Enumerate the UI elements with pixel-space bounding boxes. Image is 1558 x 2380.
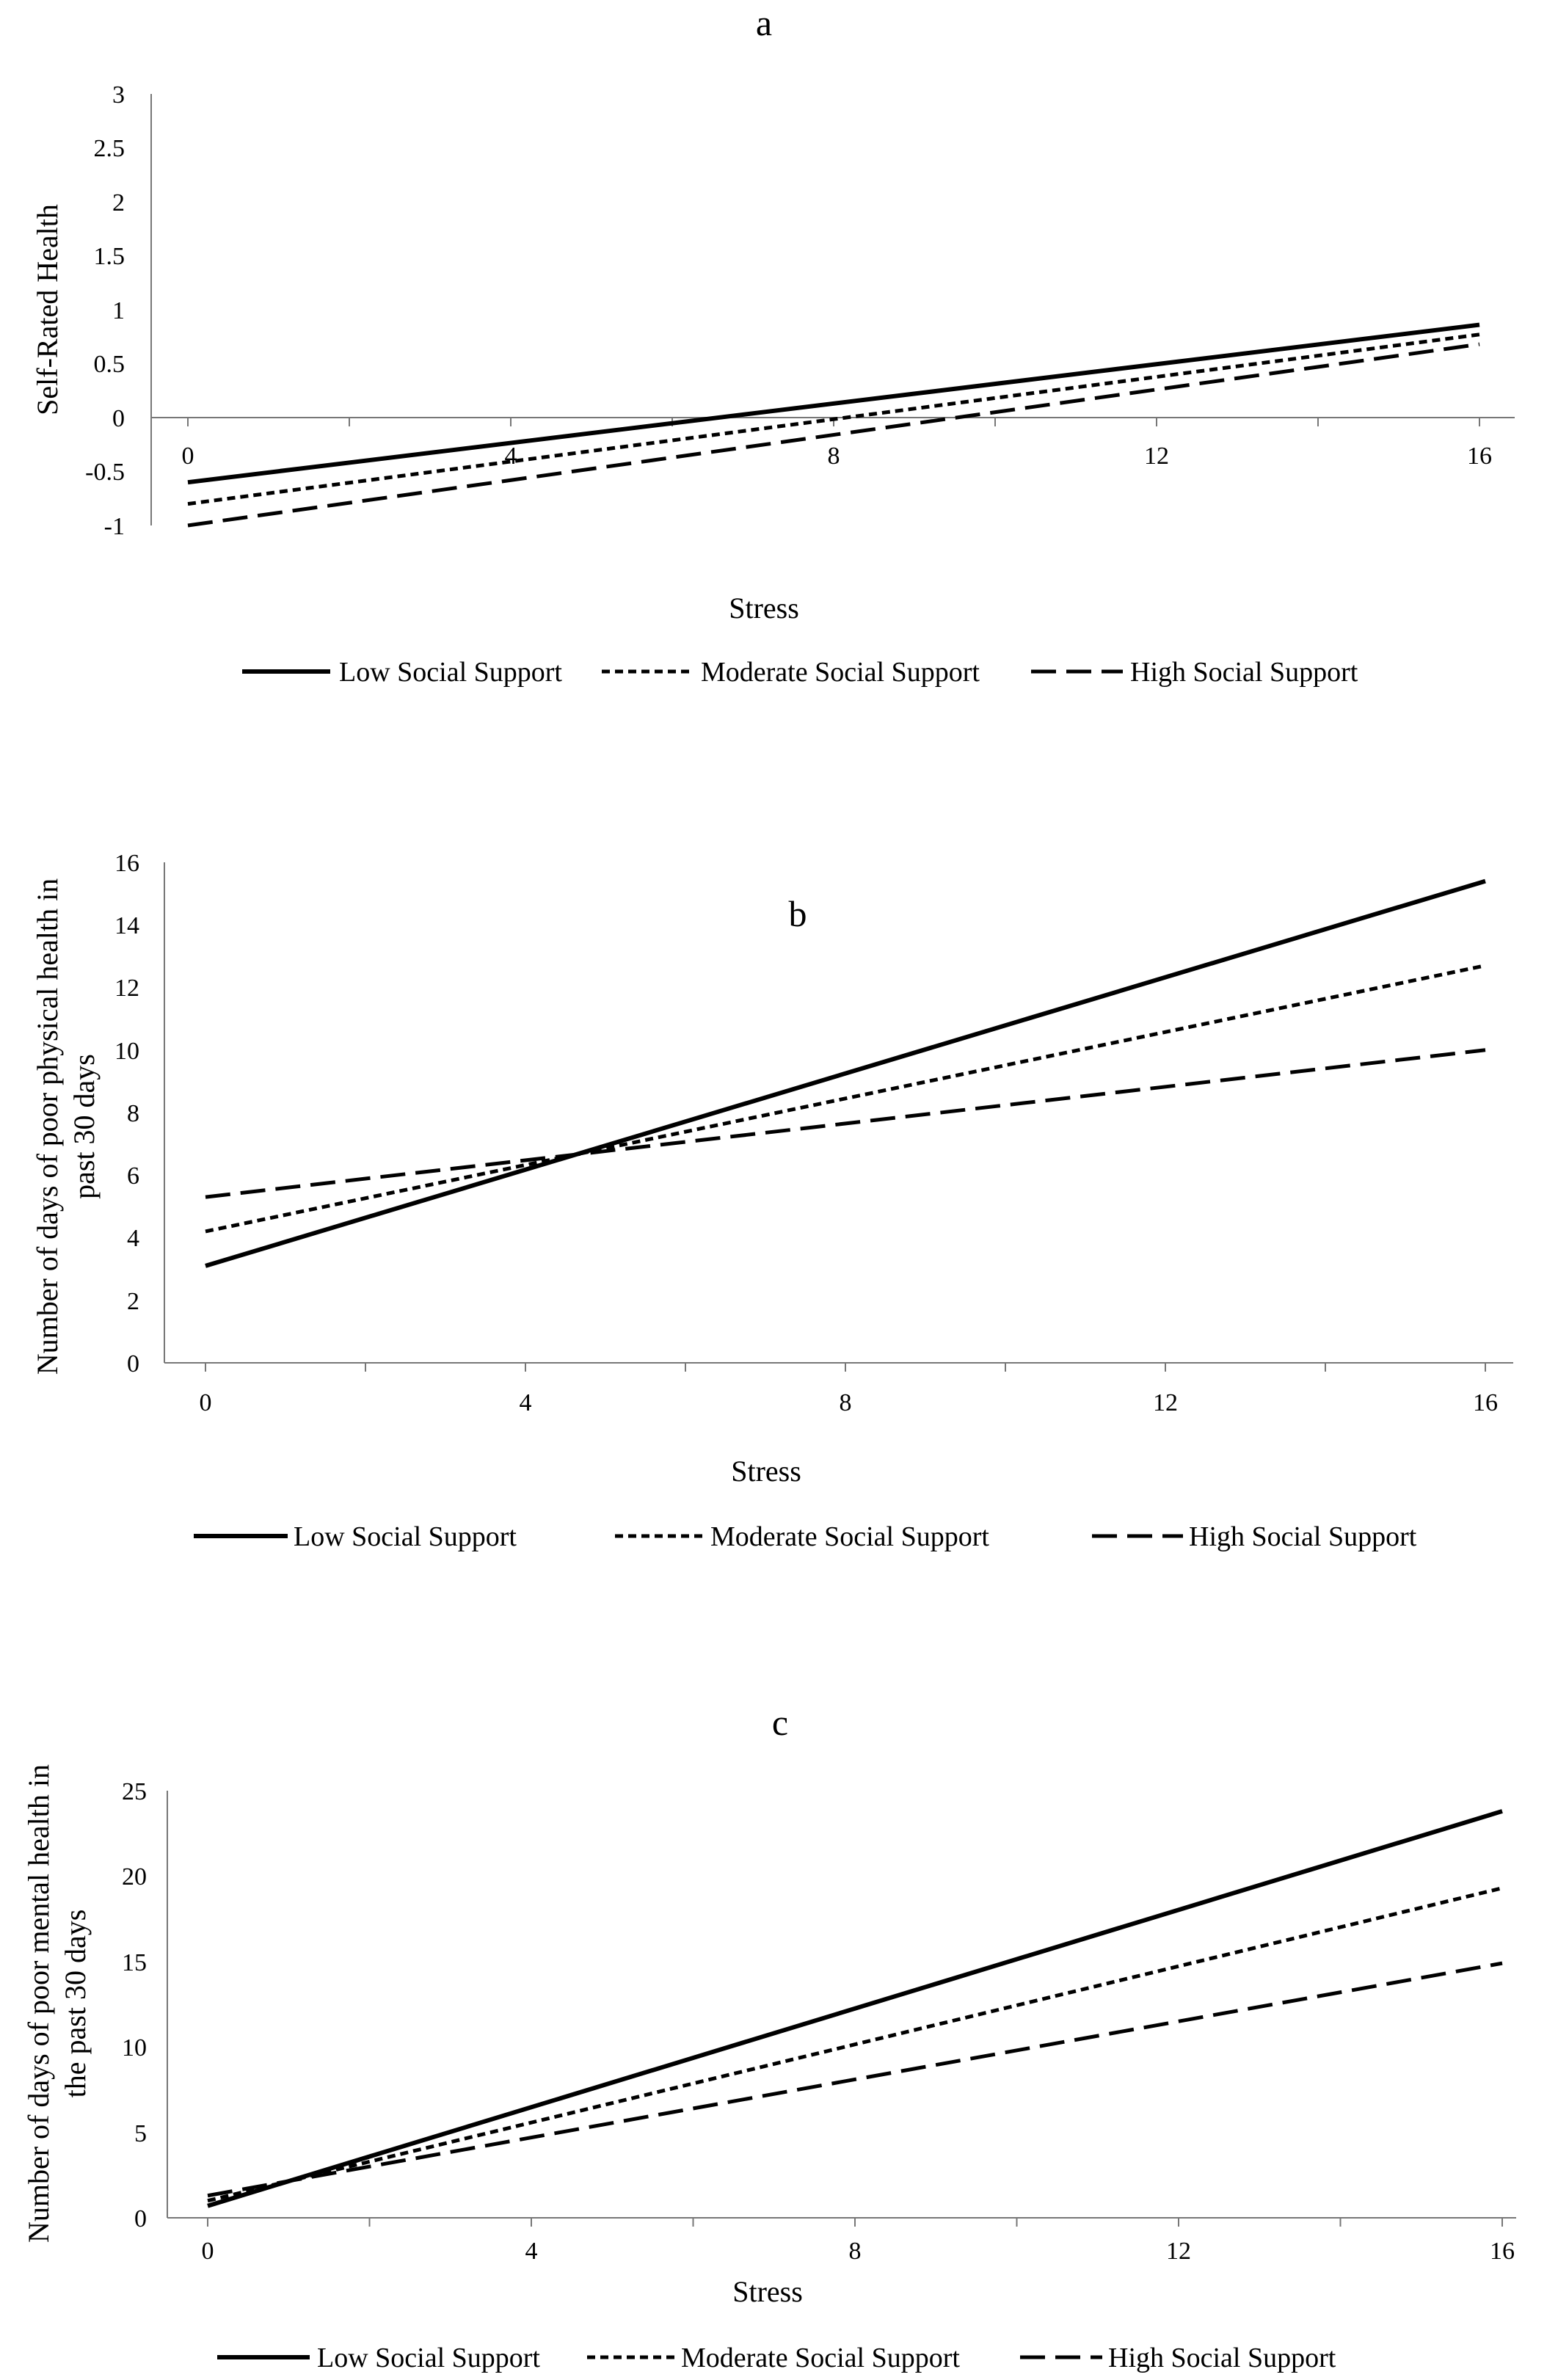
panel-b-legend: Low Social Support Moderate Social Suppo… (194, 1521, 1417, 1552)
y-tick-label: 5 (134, 2120, 147, 2147)
x-tick-label: 4 (505, 443, 517, 470)
y-tick-label: 0 (127, 1350, 139, 1378)
panel-b-x-tick-marks (205, 1363, 1486, 1372)
legend-label: Low Social Support (317, 2343, 540, 2373)
legend-label: Low Social Support (339, 657, 562, 688)
x-tick-label: 8 (828, 443, 840, 470)
x-tick-label: 4 (520, 1389, 532, 1416)
x-tick-label: 8 (840, 1389, 852, 1416)
series-line-moderate-social-support (207, 1886, 1503, 2203)
series-line-high-social-support (205, 1048, 1486, 1199)
y-tick-label: 0 (112, 405, 125, 432)
x-tick-label: 0 (200, 1389, 212, 1416)
y-tick-label: 0 (134, 2205, 147, 2232)
y-tick-label: 10 (122, 2034, 147, 2061)
series-line-high-social-support (187, 342, 1480, 528)
legend-label: High Social Support (1130, 657, 1358, 688)
panel-c-legend: Low Social Support Moderate Social Suppo… (217, 2343, 1336, 2373)
legend-label: Moderate Social Support (710, 1521, 989, 1552)
legend-label: Moderate Social Support (701, 657, 980, 688)
series-line-moderate-social-support (205, 964, 1486, 1234)
panel-a-x-axis-title: Stress (729, 592, 799, 625)
y-tick-label: 1.5 (94, 243, 125, 270)
panel-c-y-axis-title-line-2: the past 30 days (59, 1910, 92, 2098)
panel-b-x-axis-title: Stress (731, 1455, 801, 1488)
series-line-low-social-support (187, 322, 1480, 485)
panel-b-title: b (789, 893, 807, 934)
legend-label: Moderate Social Support (681, 2343, 960, 2373)
x-tick-label: 12 (1153, 1389, 1178, 1416)
legend-label: High Social Support (1189, 1521, 1417, 1552)
y-tick-label: 25 (122, 1778, 147, 1805)
y-tick-label: 4 (127, 1225, 139, 1252)
y-tick-label: -0.5 (85, 459, 125, 486)
y-tick-label: 2 (127, 1288, 139, 1315)
panel-c-series-lines (207, 1809, 1503, 2208)
y-tick-label: -1 (104, 513, 125, 540)
y-tick-label: 1 (112, 297, 125, 324)
series-line-low-social-support (205, 878, 1486, 1268)
y-tick-label: 8 (127, 1100, 139, 1127)
y-tick-label: 12 (114, 975, 139, 1002)
panel-c-title: c (772, 1702, 788, 1743)
y-tick-label: 6 (127, 1162, 139, 1190)
panel-c-y-axis-title-line-1: Number of days of poor mental health in (22, 1764, 55, 2243)
x-tick-label: 8 (849, 2238, 862, 2265)
panel-a-series-lines (187, 322, 1480, 528)
series-line-high-social-support (207, 1961, 1503, 2198)
y-tick-label: 15 (122, 1949, 147, 1976)
panel-a-y-axis-title: Self-Rated Health (31, 204, 64, 415)
panel-a-legend: Low Social Support Moderate Social Suppo… (242, 657, 1358, 688)
panel-b-series-lines (205, 878, 1486, 1268)
legend-label: High Social Support (1108, 2343, 1336, 2373)
panel-a: a 0 4 8 12 16 -1 -0.5 0 0.5 1 1.5 2 2.5 … (31, 2, 1515, 688)
y-tick-label: 16 (114, 850, 139, 877)
x-tick-label: 12 (1144, 443, 1169, 470)
x-tick-label: 16 (1490, 2238, 1515, 2265)
x-tick-label: 0 (202, 2238, 214, 2265)
y-tick-label: 3 (112, 81, 125, 109)
panel-c: c 0 4 8 12 16 0 5 10 15 20 25 Number of … (22, 1702, 1516, 2373)
x-tick-label: 16 (1473, 1389, 1498, 1416)
y-tick-label: 20 (122, 1863, 147, 1890)
x-tick-label: 4 (525, 2238, 538, 2265)
y-tick-label: 2 (112, 189, 125, 216)
y-tick-label: 2.5 (94, 135, 125, 162)
panel-a-title: a (756, 2, 772, 43)
series-line-moderate-social-support (187, 332, 1480, 506)
y-tick-label: 0.5 (94, 351, 125, 378)
x-tick-label: 16 (1467, 443, 1492, 470)
panel-b-y-axis-title-line-1: Number of days of poor physical health i… (31, 878, 64, 1375)
x-tick-label: 12 (1166, 2238, 1191, 2265)
panel-c-x-axis-title: Stress (732, 2275, 803, 2308)
panel-b: b 0 4 8 12 16 0 2 4 6 8 10 12 14 16 Numb… (31, 850, 1513, 1552)
panel-b-y-axis-title-line-2: past 30 days (68, 1054, 101, 1199)
series-line-low-social-support (207, 1809, 1503, 2208)
y-tick-label: 10 (114, 1038, 139, 1065)
y-tick-label: 14 (114, 912, 139, 939)
panel-c-x-tick-marks (207, 2218, 1503, 2227)
legend-label: Low Social Support (294, 1521, 517, 1552)
x-tick-label: 0 (182, 443, 194, 470)
